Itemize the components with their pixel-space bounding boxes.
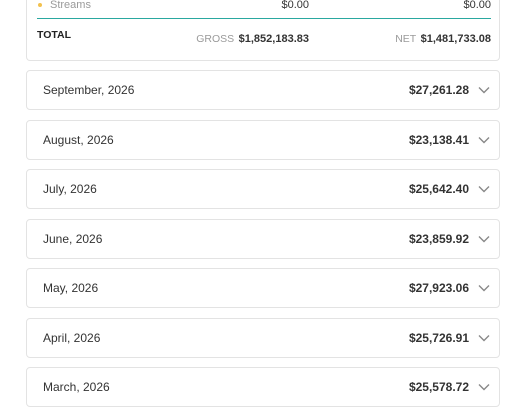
month-row[interactable]: September, 2026 $27,261.28 (26, 70, 500, 110)
chevron-icon (478, 384, 490, 391)
month-label: May, 2026 (43, 281, 99, 295)
month-amount: $25,726.91 (408, 330, 469, 345)
chevron[interactable] (478, 85, 490, 95)
chevron[interactable] (478, 135, 490, 145)
chevron[interactable] (478, 283, 490, 293)
streams-gross: $0.00 (281, 0, 309, 11)
month-label: March, 2026 (43, 380, 110, 394)
chevron-icon (478, 285, 490, 292)
chevron[interactable] (478, 333, 490, 343)
chevron-icon (478, 186, 490, 193)
streams-label: Streams (50, 0, 91, 11)
month-amount: $23,859.92 (408, 231, 469, 246)
month-amount: $25,578.72 (408, 380, 469, 394)
month-row[interactable]: July, 2026 $25,642.40 (26, 169, 500, 209)
month-row[interactable]: June, 2026 $23,859.92 (26, 218, 500, 259)
divider (37, 18, 491, 19)
month-row[interactable]: August, 2026 $23,138.41 (26, 119, 500, 160)
month-label: June, 2026 (43, 231, 103, 246)
month-amount: $23,138.41 (408, 132, 469, 147)
bullet (38, 3, 42, 7)
chevron[interactable] (478, 184, 490, 194)
net-group: NET $1,481,733.08 (395, 29, 491, 47)
total-label: TOTAL (37, 29, 72, 41)
month-row[interactable]: March, 2026 $25,578.72 (26, 367, 500, 407)
summary-card: Streams $0.00 $0.00 TOTAL GROSS $1,852,1… (26, 0, 500, 61)
chevron[interactable] (478, 234, 490, 244)
month-amount: $25,642.40 (408, 182, 469, 196)
month-row[interactable]: May, 2026 $27,923.06 (26, 268, 500, 308)
month-label: April, 2026 (43, 330, 101, 345)
month-row[interactable]: April, 2026 $25,726.91 (26, 317, 500, 358)
chevron-icon (478, 235, 490, 242)
chevron[interactable] (478, 382, 490, 392)
month-amount: $27,923.06 (408, 281, 469, 295)
month-label: July, 2026 (43, 182, 97, 196)
chevron-icon (478, 136, 490, 143)
chevron-icon (478, 334, 490, 341)
gross-group: GROSS $1,852,183.83 (196, 29, 309, 47)
net-value: $1,481,733.08 (420, 33, 491, 45)
chevron-icon (478, 87, 490, 94)
month-amount: $27,261.28 (408, 83, 469, 97)
month-label: September, 2026 (43, 83, 135, 97)
gross-label: GROSS (196, 33, 235, 45)
streams-net: $0.00 (463, 0, 491, 11)
month-label: August, 2026 (43, 132, 114, 147)
gross-value: $1,852,183.83 (238, 33, 309, 45)
net-label: NET (395, 33, 417, 45)
